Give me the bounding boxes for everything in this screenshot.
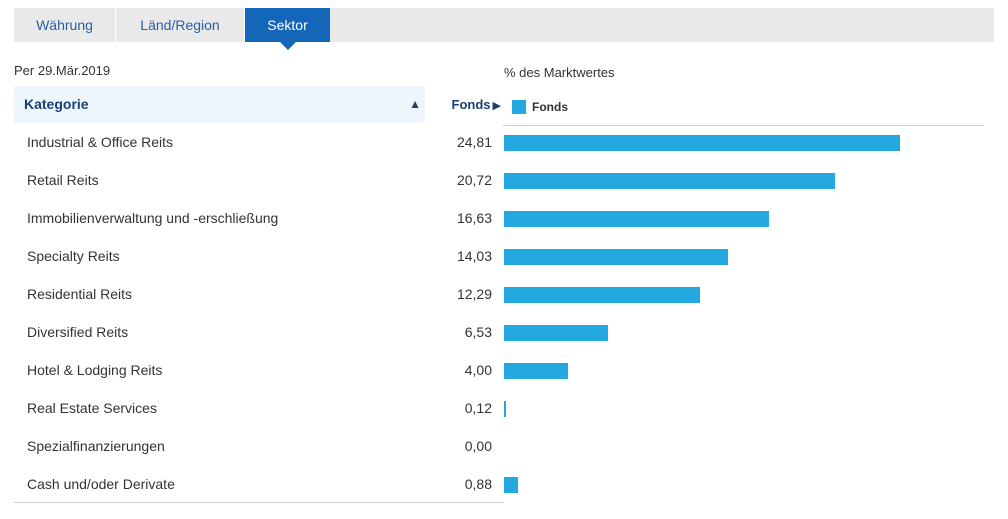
- bar-2: [504, 211, 770, 227]
- table-row: Industrial & Office Reits 24,81: [14, 123, 504, 161]
- category-label: Spezialfinanzierungen: [27, 438, 165, 454]
- fonds-value: 6,53: [464, 324, 492, 340]
- table-row: Specialty Reits 14,03: [14, 237, 504, 275]
- category-label: Cash und/oder Derivate: [27, 476, 175, 492]
- bar-3: [504, 249, 728, 265]
- fonds-value: 4,00: [464, 362, 492, 378]
- category-label: Residential Reits: [27, 286, 133, 302]
- category-label: Industrial & Office Reits: [27, 134, 174, 150]
- as-of-date: Per 29.Mär.2019: [14, 63, 111, 78]
- bar-9: [504, 477, 519, 493]
- active-tab-notch: [279, 42, 296, 50]
- table-row: Spezialfinanzierungen 0,00: [14, 427, 504, 465]
- chart-header-rule: [503, 125, 984, 126]
- fonds-value: 12,29: [456, 286, 492, 302]
- fonds-column-header[interactable]: Fonds ▶: [425, 86, 503, 123]
- bar-6: [504, 363, 568, 379]
- category-label: Specialty Reits: [27, 248, 120, 264]
- table-row: Cash und/oder Derivate 0,88: [14, 465, 504, 503]
- triangle-right-icon: ▶: [492, 100, 501, 112]
- table-row: Real Estate Services 0,12: [14, 389, 504, 427]
- legend-swatch: [512, 100, 526, 114]
- table-row: Residential Reits 12,29: [14, 275, 504, 313]
- fonds-value: 14,03: [456, 248, 492, 264]
- tab-label: Währung: [36, 17, 93, 33]
- table-row: Diversified Reits 6,53: [14, 313, 504, 351]
- bar-1: [504, 173, 835, 189]
- table-row: Hotel & Lodging Reits 4,00: [14, 351, 504, 389]
- category-label: Real Estate Services: [27, 400, 157, 416]
- tab-label: Sektor: [267, 17, 308, 33]
- category-label: Hotel & Lodging Reits: [27, 362, 163, 378]
- chart-title: % des Marktwertes: [504, 65, 615, 80]
- tab-sektor[interactable]: Sektor: [245, 8, 330, 50]
- bar-0: [504, 135, 900, 151]
- tab-waehrung[interactable]: Währung: [14, 8, 116, 42]
- fonds-value: 24,81: [456, 134, 492, 150]
- category-label: Immobilienverwaltung und -erschließung: [27, 210, 279, 226]
- tab-bar: Währung Länd/Region Sektor: [14, 8, 994, 50]
- table-row: Immobilienverwaltung und -erschließung 16…: [14, 199, 504, 237]
- bar-7: [504, 401, 506, 417]
- fonds-value: 0,00: [464, 438, 492, 454]
- fonds-header-label: Fonds: [451, 97, 491, 112]
- bar-4: [504, 287, 701, 303]
- fonds-value: 16,63: [456, 210, 492, 226]
- fonds-value: 0,12: [464, 400, 492, 416]
- tab-label: Länd/Region: [140, 17, 220, 33]
- category-header-label: Kategorie: [24, 96, 89, 112]
- table-bottom-rule: [14, 502, 504, 503]
- bar-5: [504, 325, 609, 341]
- fonds-value: 0,88: [464, 476, 492, 492]
- sort-ascending-icon[interactable]: ▲: [409, 97, 421, 111]
- category-label: Diversified Reits: [27, 324, 129, 340]
- fonds-value: 20,72: [456, 172, 492, 188]
- legend-label: Fonds: [532, 100, 568, 114]
- tab-land-region[interactable]: Länd/Region: [116, 8, 245, 42]
- category-label: Retail Reits: [27, 172, 99, 188]
- category-column-header[interactable]: Kategorie ▲: [14, 86, 425, 123]
- table-row: Retail Reits 20,72: [14, 161, 504, 199]
- chart-legend: Fonds: [512, 100, 568, 114]
